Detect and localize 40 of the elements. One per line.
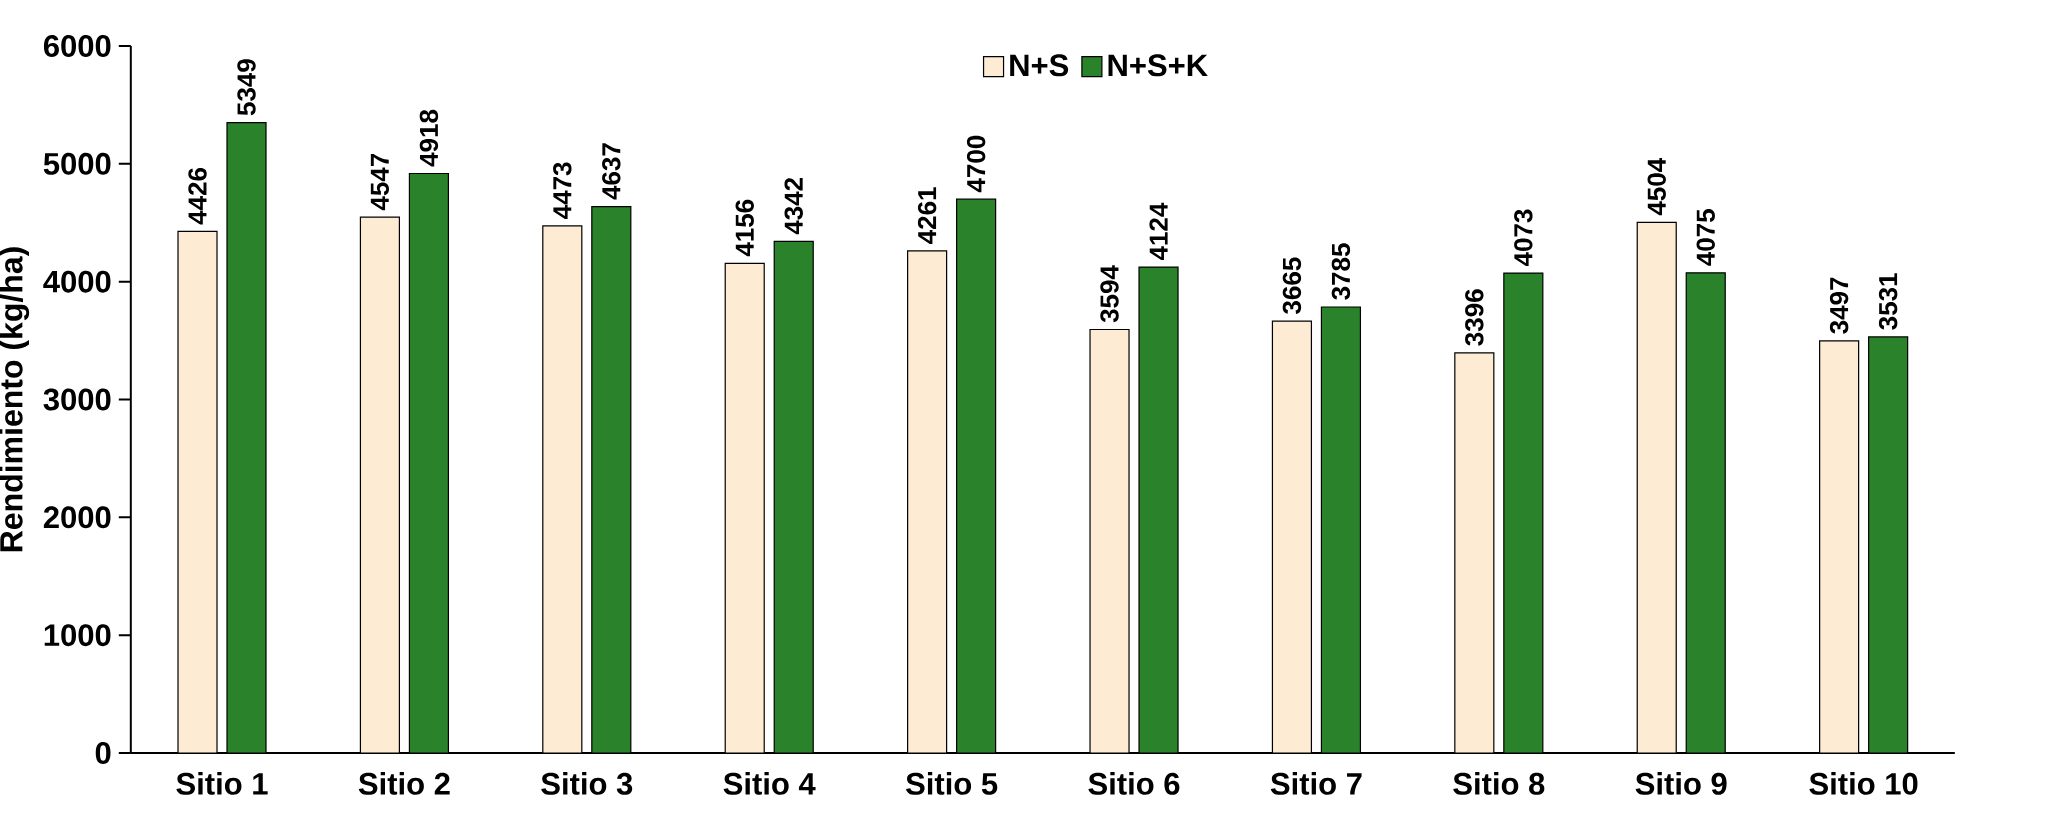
data-label: 4261	[917, 187, 937, 244]
x-tick-label: Sitio 8	[1453, 772, 1545, 795]
y-axis-title: Rendimiento (kg/ha)	[0, 247, 30, 552]
x-tick-label: Sitio 1	[176, 772, 268, 795]
data-label: 4124	[1149, 202, 1168, 261]
x-tick-label: Sitio 3	[541, 772, 633, 795]
y-tick-label: 1000	[44, 624, 111, 647]
x-tick-label: Sitio 2	[358, 772, 450, 795]
legend-label: N+S	[1010, 54, 1069, 77]
data-label: 4426	[188, 167, 207, 225]
data-label: 3665	[1282, 257, 1302, 314]
x-tick-label: Sitio 4	[723, 772, 816, 795]
data-label: 4073	[1514, 209, 1533, 267]
y-tick-label: 0	[95, 742, 111, 764]
data-label: 4075	[1696, 209, 1715, 266]
x-tick-label: Sitio 9	[1635, 772, 1727, 795]
legend-label: N+S+K	[1108, 54, 1208, 77]
x-tick-label: Sitio 5	[906, 772, 998, 795]
data-label: 4473	[553, 162, 572, 219]
x-tick-label: Sitio 6	[1088, 772, 1180, 795]
data-label: 3594	[1100, 265, 1119, 323]
y-tick-label: 4000	[43, 270, 111, 293]
y-tick-label: 2000	[43, 506, 111, 529]
data-label: 5349	[237, 59, 256, 116]
x-tick-label: Sitio 10	[1809, 772, 1918, 795]
data-label: 4700	[966, 135, 986, 193]
y-tick-label: 3000	[43, 388, 111, 411]
data-label: 3497	[1829, 277, 1849, 334]
x-tick-label: Sitio 7	[1270, 772, 1362, 795]
data-label: 4156	[735, 199, 754, 257]
y-tick-label: 5000	[43, 152, 111, 175]
data-label: 3785	[1331, 243, 1351, 300]
data-label: 4504	[1647, 158, 1666, 216]
data-label: 4637	[602, 143, 621, 200]
y-tick-label: 6000	[43, 35, 111, 57]
data-label: 4342	[784, 177, 803, 235]
data-label: 4918	[419, 109, 439, 167]
data-label: 3531	[1878, 273, 1898, 330]
data-label: 3396	[1465, 289, 1484, 346]
data-label: 4547	[370, 153, 389, 211]
